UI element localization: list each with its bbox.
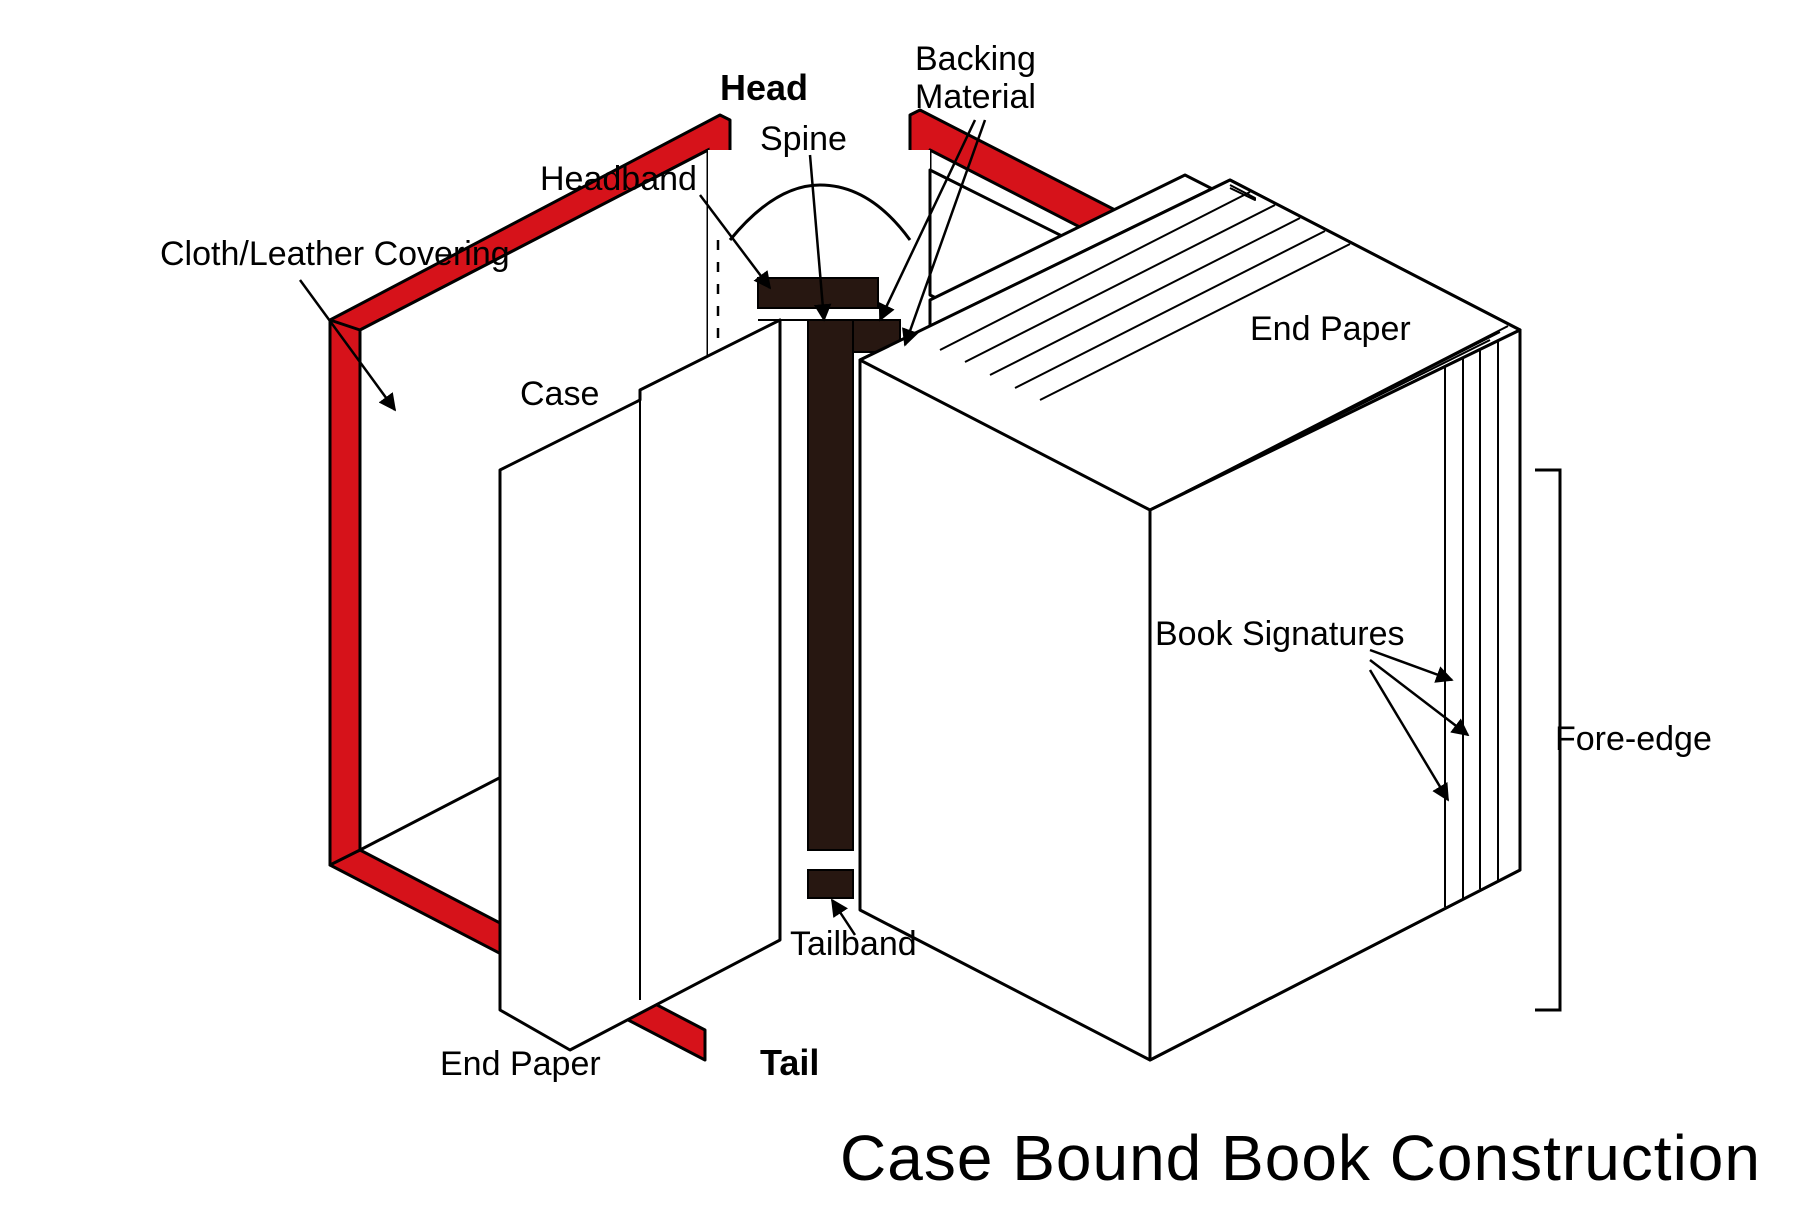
diagram-title: Case Bound Book Construction <box>840 1122 1761 1194</box>
label-head: Head <box>720 67 808 108</box>
label-tail: Tail <box>760 1042 819 1083</box>
label-end-paper-left: End Paper <box>440 1045 601 1083</box>
book-construction-diagram: Head Backing Material Spine Headband Clo… <box>0 0 1800 1215</box>
label-backing-material: Backing Material <box>915 40 1045 116</box>
label-case: Case <box>520 375 599 413</box>
label-fore-edge: Fore-edge <box>1555 720 1712 758</box>
label-cloth-leather: Cloth/Leather Covering <box>160 235 510 273</box>
label-book-signatures: Book Signatures <box>1155 615 1405 653</box>
label-tailband: Tailband <box>790 925 917 963</box>
label-end-paper-right: End Paper <box>1250 310 1411 348</box>
label-headband: Headband <box>540 160 697 198</box>
label-spine: Spine <box>760 120 847 158</box>
